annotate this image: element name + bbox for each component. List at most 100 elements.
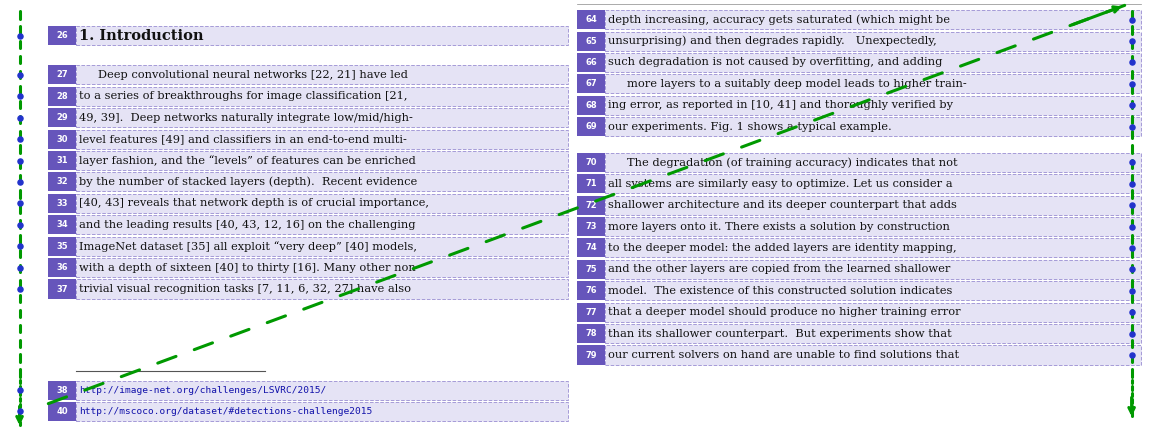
Point [1122,309,1141,316]
Bar [605,96,1141,115]
Bar [76,194,568,213]
Text: 67: 67 [585,79,597,88]
Bar [605,260,1141,279]
Bar [48,215,76,234]
Text: layer fashion, and the “levels” of features can be enriched: layer fashion, and the “levels” of featu… [79,155,416,166]
Text: with a depth of sixteen [40] to thirty [16]. Many other non-: with a depth of sixteen [40] to thirty [… [79,263,420,273]
Point [10,264,29,271]
Text: http://image-net.org/challenges/LSVRC/2015/: http://image-net.org/challenges/LSVRC/20… [79,386,327,395]
Text: our current solvers on hand are unable to find solutions that: our current solvers on hand are unable t… [608,350,959,360]
Text: ImageNet dataset [35] all exploit “very deep” [40] models,: ImageNet dataset [35] all exploit “very … [79,241,417,252]
Bar [605,303,1141,322]
Point [1122,102,1141,109]
Text: 37: 37 [56,285,68,293]
Text: to the deeper model: the added layers are identity mapping,: to the deeper model: the added layers ar… [608,243,957,253]
Bar [48,130,76,149]
Text: 73: 73 [585,222,597,231]
Bar [48,173,76,191]
Text: 38: 38 [56,386,68,395]
Bar [76,66,568,84]
Bar [577,196,605,215]
Bar [76,173,568,191]
Text: 31: 31 [56,156,68,165]
Bar [577,74,605,93]
Bar [605,32,1141,50]
Bar [76,381,568,400]
Point [1122,180,1141,187]
Bar [605,281,1141,300]
Text: 40: 40 [56,407,68,416]
Bar [605,217,1141,236]
Bar [577,96,605,115]
Text: level features [49] and classifiers in an end-to-end multi-: level features [49] and classifiers in a… [79,134,407,144]
Point [10,221,29,228]
Text: 75: 75 [585,265,597,274]
Bar [605,53,1141,72]
Text: all systems are similarly easy to optimize. Let us consider a: all systems are similarly easy to optimi… [608,179,953,189]
Bar [577,303,605,322]
Bar [48,26,76,45]
Text: and the other layers are copied from the learned shallower: and the other layers are copied from the… [608,264,951,274]
Text: [40, 43] reveals that network depth is of crucial importance,: [40, 43] reveals that network depth is o… [79,198,429,208]
Text: http://mscoco.org/dataset/#detections-challenge2015: http://mscoco.org/dataset/#detections-ch… [79,407,373,416]
Point [1122,80,1141,87]
Bar [48,87,76,106]
Bar [48,280,76,298]
Text: 69: 69 [585,122,597,131]
Bar [76,258,568,277]
Bar [76,87,568,106]
Text: 68: 68 [585,101,597,110]
Text: unsurprising) and then degrades rapidly.   Unexpectedly,: unsurprising) and then degrades rapidly.… [608,36,937,46]
Text: that a deeper model should produce no higher training error: that a deeper model should produce no hi… [608,307,961,317]
Point [10,136,29,143]
Point [10,93,29,100]
Bar [577,346,605,364]
Text: our experiments. Fig. 1 shows a typical example.: our experiments. Fig. 1 shows a typical … [608,122,892,132]
Text: and the leading results [40, 43, 12, 16] on the challenging: and the leading results [40, 43, 12, 16]… [79,220,416,230]
Bar [76,26,568,45]
Bar [577,153,605,172]
Bar [605,117,1141,136]
Text: than its shallower counterpart.  But experiments show that: than its shallower counterpart. But expe… [608,329,952,339]
Bar [577,260,605,279]
Point [10,157,29,164]
Bar [76,402,568,421]
Bar [605,10,1141,29]
Point [1122,223,1141,230]
Point [1122,202,1141,209]
Bar [76,151,568,170]
Text: 72: 72 [585,201,597,210]
Bar [76,280,568,298]
Bar [577,10,605,29]
Point [1122,351,1141,359]
Text: model.  The existence of this constructed solution indicates: model. The existence of this constructed… [608,286,952,296]
Point [1122,16,1141,23]
Bar [48,108,76,127]
Text: 66: 66 [585,58,597,67]
Bar [605,324,1141,343]
Text: 1. Introduction: 1. Introduction [79,29,204,43]
Text: Deep convolutional neural networks [22, 21] have led: Deep convolutional neural networks [22, … [98,70,407,80]
Text: 64: 64 [585,15,597,24]
Bar [577,281,605,300]
Bar [76,130,568,149]
Text: more layers to a suitably deep model leads to higher train-: more layers to a suitably deep model lea… [627,79,966,89]
Text: 32: 32 [56,178,68,186]
Text: 29: 29 [56,113,68,122]
Bar [48,237,76,256]
Text: The degradation (of training accuracy) indicates that not: The degradation (of training accuracy) i… [627,157,957,168]
Point [1122,330,1141,337]
Bar [605,196,1141,215]
Bar [76,215,568,234]
Text: 79: 79 [585,351,597,359]
Text: such degradation is not caused by overfitting, and adding: such degradation is not caused by overfi… [608,58,943,67]
Bar [577,32,605,50]
Point [10,243,29,250]
Bar [76,108,568,127]
Bar [577,117,605,136]
Text: 36: 36 [56,263,68,272]
Text: to a series of breakthroughs for image classification [21,: to a series of breakthroughs for image c… [79,91,408,101]
Bar [48,381,76,400]
Text: more layers onto it. There exists a solution by construction: more layers onto it. There exists a solu… [608,222,950,231]
Text: 70: 70 [585,158,597,167]
